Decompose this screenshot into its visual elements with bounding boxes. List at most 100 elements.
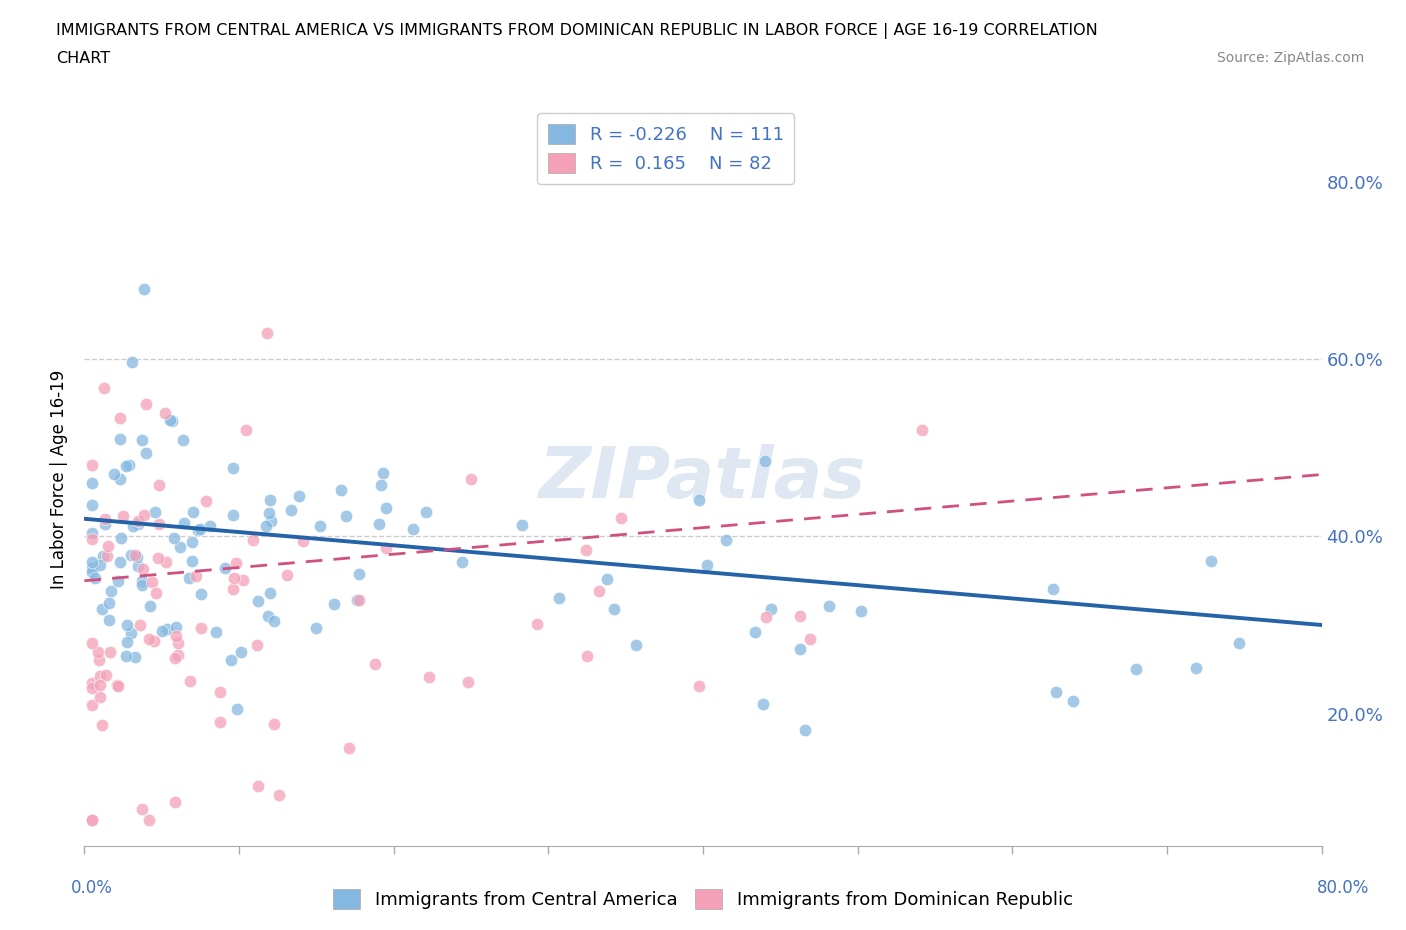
Point xyxy=(124,548,146,563)
Legend: R = -0.226    N = 111, R =  0.165    N = 82: R = -0.226 N = 111, R = 0.165 N = 82 xyxy=(537,113,794,184)
Text: Source: ZipAtlas.com: Source: ZipAtlas.com xyxy=(1216,51,1364,65)
Point xyxy=(1042,581,1064,596)
Point xyxy=(346,592,368,607)
Point xyxy=(162,414,184,429)
Point xyxy=(288,488,311,503)
Point xyxy=(188,522,211,537)
Point xyxy=(115,618,138,632)
Point xyxy=(127,514,149,529)
Point xyxy=(575,649,598,664)
Point xyxy=(82,681,104,696)
Point xyxy=(89,678,111,693)
Point xyxy=(799,631,821,646)
Point xyxy=(246,593,269,608)
Point xyxy=(150,624,173,639)
Point xyxy=(347,592,370,607)
Point xyxy=(172,432,194,447)
Point xyxy=(124,649,146,664)
Y-axis label: In Labor Force | Age 16-19: In Labor Force | Age 16-19 xyxy=(51,369,69,589)
Point xyxy=(159,412,181,427)
Point xyxy=(222,460,245,475)
Point xyxy=(309,519,332,534)
Point xyxy=(91,549,114,564)
Point xyxy=(134,508,156,523)
Point xyxy=(180,553,202,568)
Point xyxy=(222,571,245,586)
Point xyxy=(97,613,120,628)
Text: CHART: CHART xyxy=(56,51,110,66)
Point xyxy=(256,608,278,623)
Point xyxy=(186,568,208,583)
Point xyxy=(108,432,131,446)
Point xyxy=(82,565,104,579)
Point xyxy=(209,685,232,700)
Point xyxy=(603,602,626,617)
Point xyxy=(121,354,143,369)
Point xyxy=(610,511,633,525)
Point xyxy=(214,561,236,576)
Point xyxy=(127,517,149,532)
Point xyxy=(187,523,209,538)
Point xyxy=(97,538,120,553)
Point xyxy=(373,466,395,481)
Point xyxy=(155,405,177,420)
Point xyxy=(98,595,121,610)
Point xyxy=(221,652,243,667)
Point xyxy=(259,493,281,508)
Point xyxy=(103,467,125,482)
Point xyxy=(98,644,121,659)
Point xyxy=(96,549,118,564)
Point xyxy=(82,676,104,691)
Point xyxy=(82,555,104,570)
Point xyxy=(138,631,160,646)
Point xyxy=(122,519,145,534)
Point xyxy=(226,702,249,717)
Point xyxy=(190,587,212,602)
Point xyxy=(291,533,314,548)
Point xyxy=(276,567,298,582)
Point xyxy=(114,648,136,663)
Point xyxy=(107,574,129,589)
Point xyxy=(84,571,107,586)
Point xyxy=(242,532,264,547)
Point xyxy=(167,647,190,662)
Point xyxy=(1125,661,1147,676)
Point xyxy=(107,679,129,694)
Point xyxy=(100,584,122,599)
Point xyxy=(93,380,115,395)
Point xyxy=(374,500,396,515)
Point xyxy=(87,653,110,668)
Point xyxy=(82,525,104,540)
Point xyxy=(260,513,283,528)
Point xyxy=(205,624,228,639)
Point xyxy=(110,472,132,486)
Point xyxy=(82,498,104,513)
Point xyxy=(156,622,179,637)
Point xyxy=(221,581,243,596)
Point xyxy=(789,642,811,657)
Point xyxy=(330,483,353,498)
Point xyxy=(1227,636,1250,651)
Point xyxy=(575,542,598,557)
Point xyxy=(94,512,117,526)
Point xyxy=(177,570,200,585)
Point xyxy=(335,509,357,524)
Point xyxy=(460,472,482,486)
Point xyxy=(82,812,104,827)
Point xyxy=(183,505,205,520)
Point xyxy=(364,656,387,671)
Point xyxy=(138,812,160,827)
Point xyxy=(231,644,253,659)
Point xyxy=(337,740,360,755)
Point xyxy=(143,505,166,520)
Point xyxy=(139,599,162,614)
Point xyxy=(451,554,474,569)
Text: ZIPatlas: ZIPatlas xyxy=(540,445,866,513)
Point xyxy=(82,458,104,472)
Point xyxy=(457,675,479,690)
Point xyxy=(135,446,157,461)
Point xyxy=(131,578,153,592)
Point xyxy=(752,697,775,711)
Text: 80.0%: 80.0% xyxy=(1316,879,1369,897)
Point xyxy=(755,610,778,625)
